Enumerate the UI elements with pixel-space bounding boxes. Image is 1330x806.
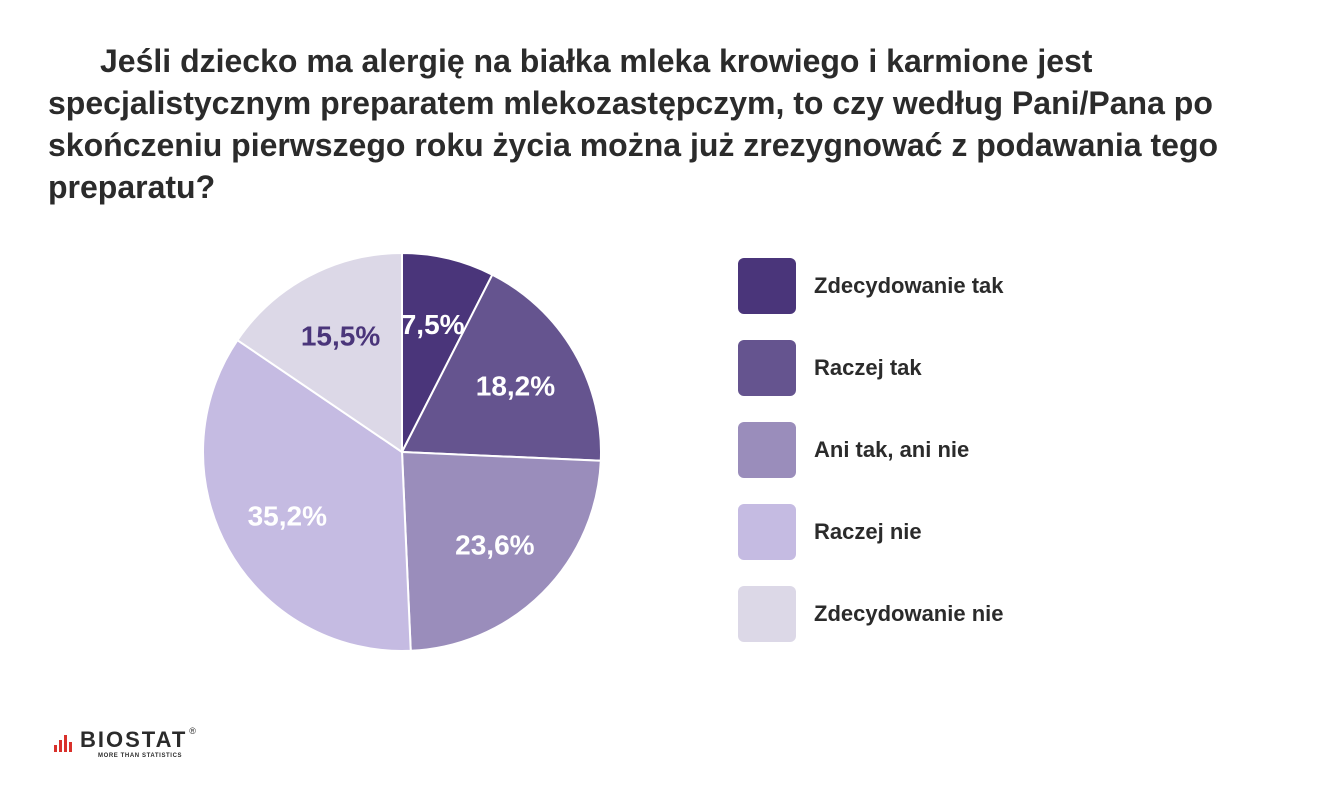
legend-item-raczej-tak: Raczej tak xyxy=(738,340,1004,396)
legend-swatch xyxy=(738,258,796,314)
legend-label: Ani tak, ani nie xyxy=(814,437,970,462)
chart-title: Jeśli dziecko ma alergię na białka mleka… xyxy=(48,43,1219,205)
slice-label-ani-tak-ani-nie: 23,6% xyxy=(455,529,534,560)
pie-slice-raczej-tak xyxy=(400,273,602,462)
legend-label: Raczej tak xyxy=(814,355,922,380)
logo-brand: BIOSTAT xyxy=(80,727,188,752)
logo-registered-mark: ® xyxy=(189,726,196,736)
slice-label-raczej-tak: 18,2% xyxy=(476,370,555,401)
pie-slice-raczej-nie xyxy=(202,338,412,652)
biostat-logo: BIOSTAT MORE THAN STATISTICS ® xyxy=(54,726,196,760)
legend: Zdecydowanie tak Raczej tak Ani tak, ani n… xyxy=(738,258,1004,668)
slice-label-raczej-nie: 35,2% xyxy=(248,500,327,531)
pie-slice-zdecydowanie-nie xyxy=(236,251,403,454)
logo-tagline: MORE THAN STATISTICS xyxy=(98,753,183,759)
slice-label-zdecydowanie-tak: 7,5% xyxy=(401,309,465,340)
legend-swatch xyxy=(738,422,796,478)
legend-swatch xyxy=(738,504,796,560)
logo-bars-icon xyxy=(54,732,74,752)
legend-label: Zdecydowanie nie xyxy=(814,601,1004,626)
legend-item-ani-tak-ani-nie: Ani tak, ani nie xyxy=(738,422,1004,478)
legend-item-zdecydowanie-nie: Zdecydowanie nie xyxy=(738,586,1004,642)
legend-label: Zdecydowanie tak xyxy=(814,273,1004,298)
legend-swatch xyxy=(738,340,796,396)
legend-label: Raczej nie xyxy=(814,519,922,544)
legend-swatch xyxy=(738,586,796,642)
pie-slice-ani-tak-ani-nie xyxy=(400,450,602,652)
legend-item-zdecydowanie-tak: Zdecydowanie tak xyxy=(738,258,1004,314)
pie-chart: 7,5% 18,2% 23,6% 35,2% 15,5% xyxy=(202,251,602,652)
legend-item-raczej-nie: Raczej nie xyxy=(738,504,1004,560)
slice-label-zdecydowanie-nie: 15,5% xyxy=(301,320,380,351)
